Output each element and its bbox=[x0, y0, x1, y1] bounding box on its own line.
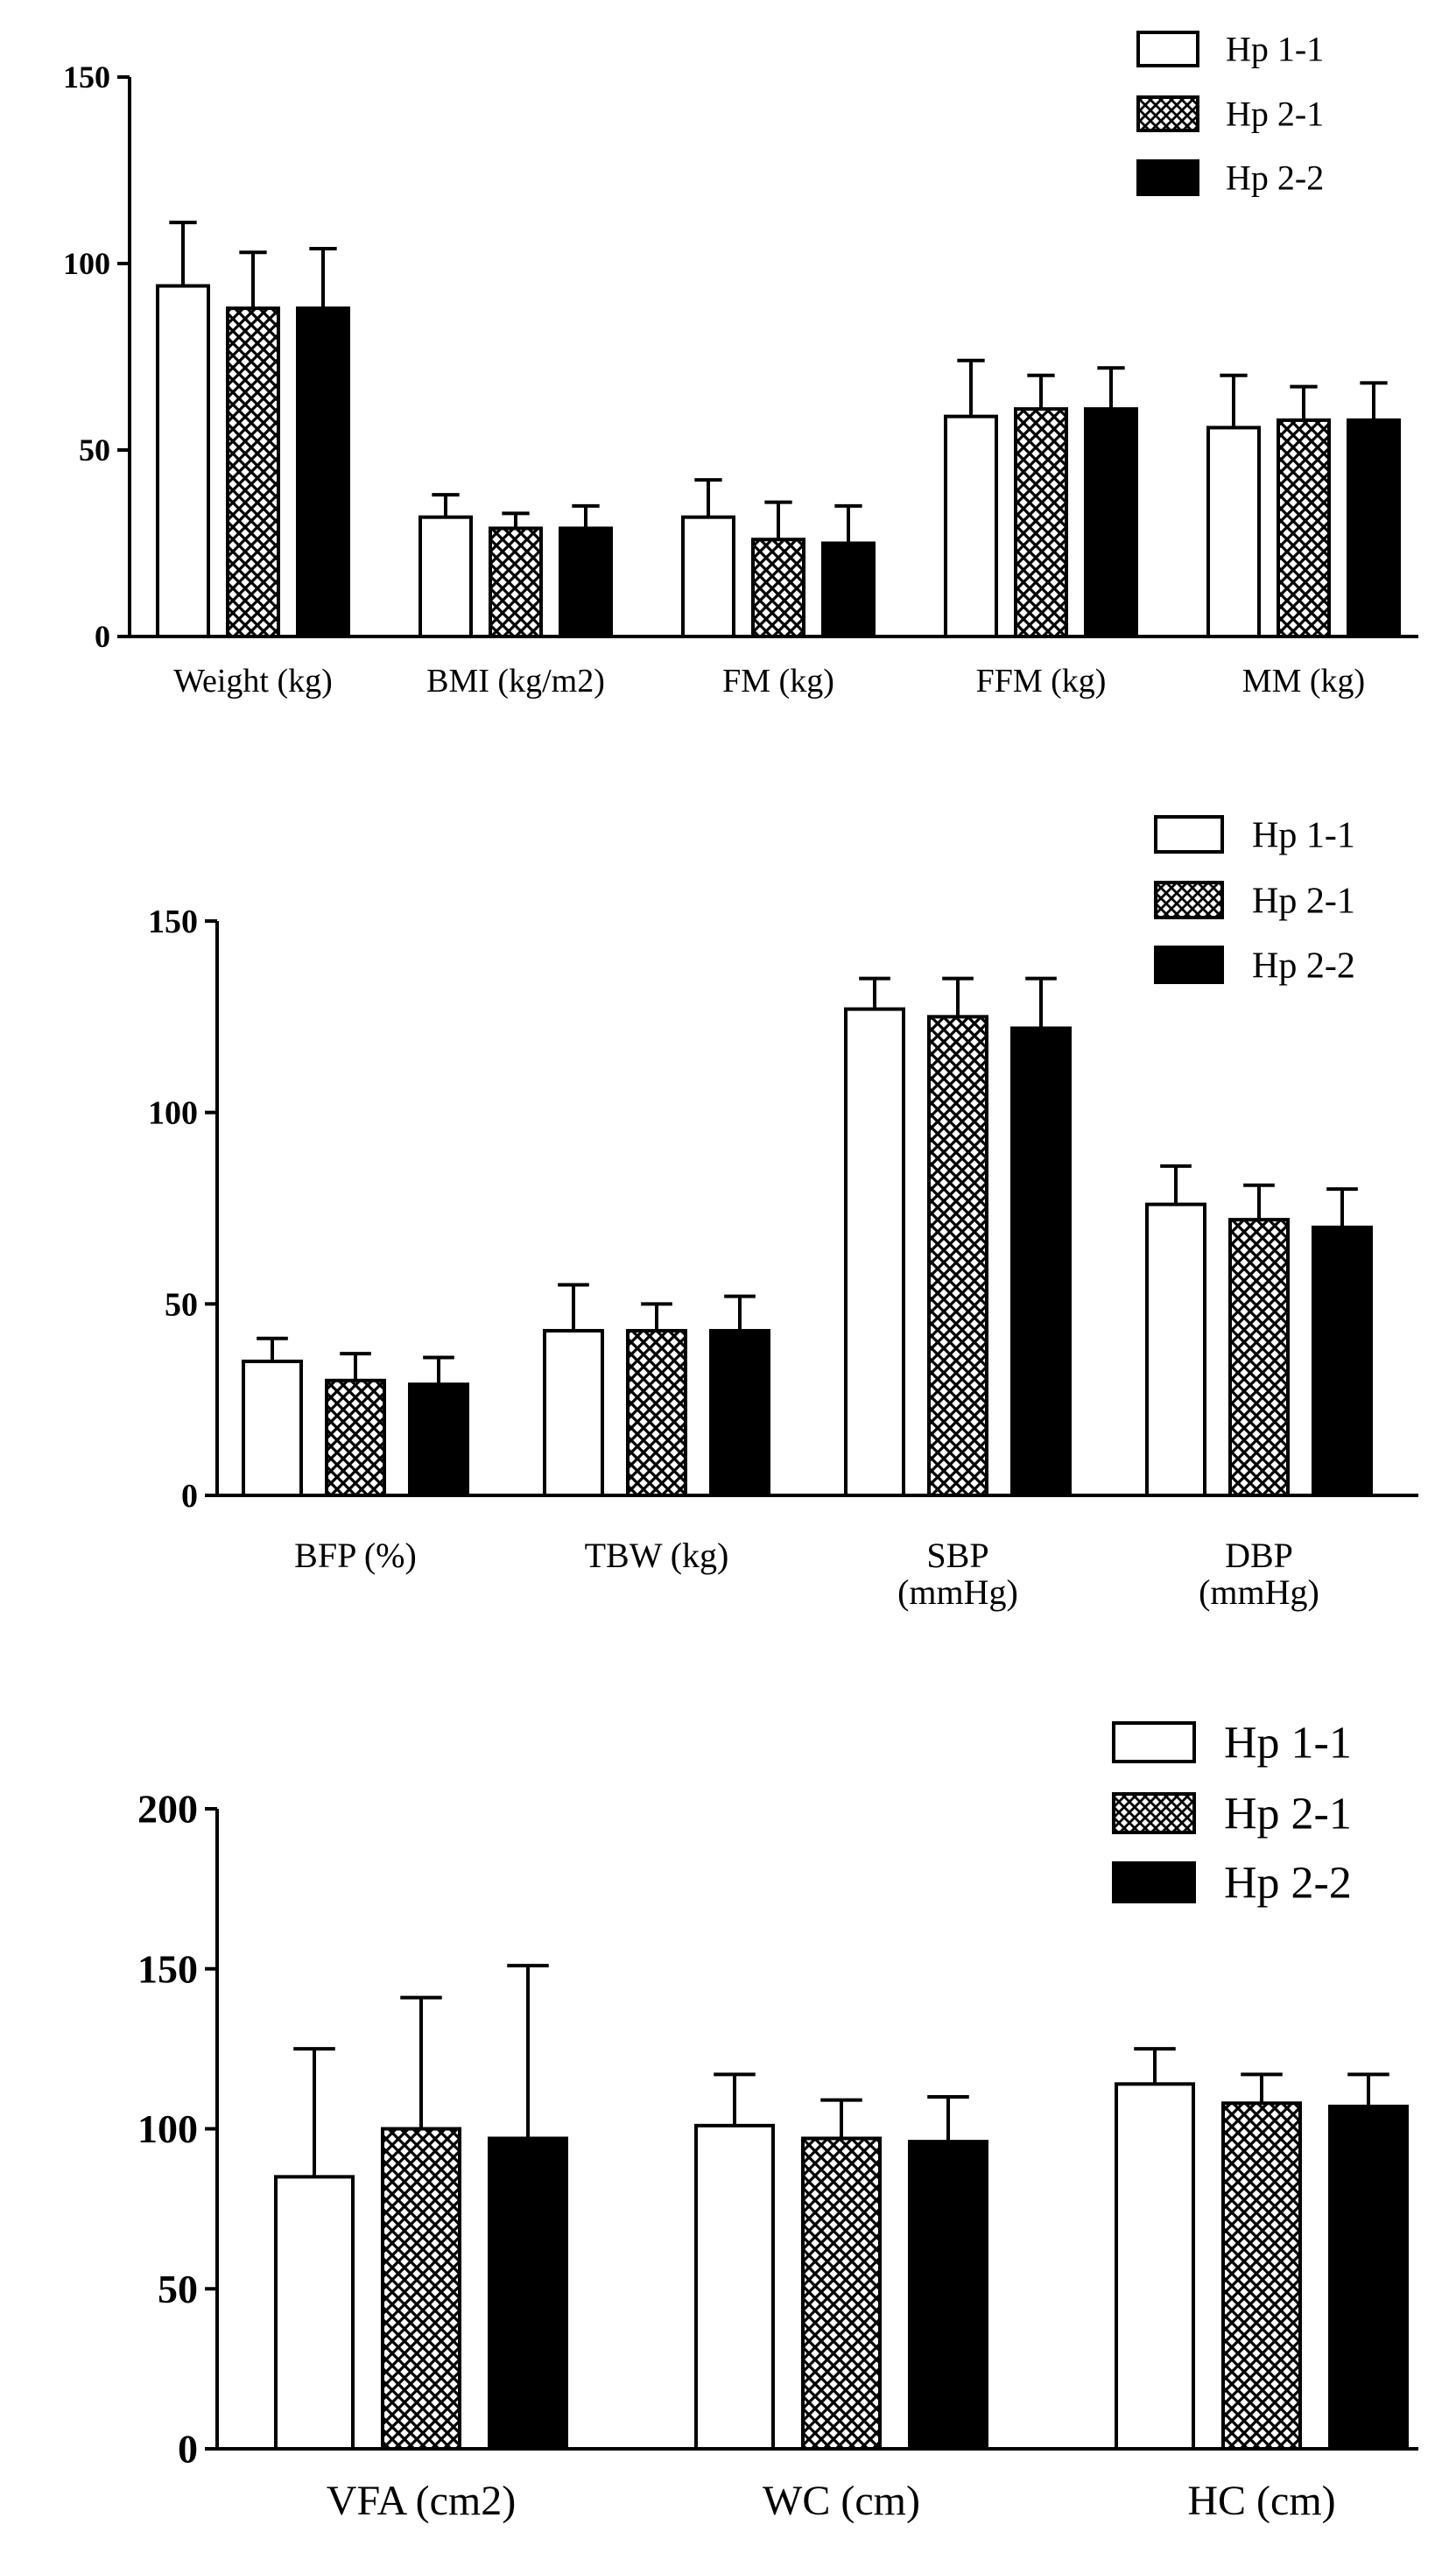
x-category-label: TBW (kg) bbox=[585, 1536, 729, 1575]
y-tick-label: 50 bbox=[165, 1286, 198, 1323]
chart-panel-1: 0 50 100 150 Weight (kg) BMI (kg/m2) FM (kg) FF… bbox=[63, 30, 1418, 700]
x-category-label: FFM (kg) bbox=[976, 663, 1107, 700]
bar-crosshatch bbox=[325, 1378, 386, 1498]
legend-label: Hp 1-1 bbox=[1226, 30, 1324, 69]
x-category-label: HC (cm) bbox=[1187, 2478, 1335, 2524]
x-category-label: VFA (cm2) bbox=[327, 2478, 516, 2524]
bar-open bbox=[419, 515, 473, 638]
legend-label: Hp 2-2 bbox=[1224, 1859, 1352, 1909]
bar-open bbox=[1206, 425, 1261, 638]
x-category-label: MM (kg) bbox=[1242, 663, 1365, 700]
legend-swatch-crosshatch bbox=[1112, 1792, 1196, 1834]
x-category-label: BMI (kg/m2) bbox=[426, 663, 605, 700]
bar-solid bbox=[908, 2140, 988, 2451]
legend-label: Hp 2-2 bbox=[1252, 946, 1355, 986]
legend-swatch-solid bbox=[1154, 946, 1224, 984]
legend: Hp 1-1 Hp 2-1 Hp 2-2 bbox=[1112, 1719, 1352, 1909]
bar-crosshatch bbox=[1221, 2101, 1302, 2451]
legend-swatch-crosshatch bbox=[1136, 95, 1199, 132]
legend-swatch-open bbox=[1136, 31, 1199, 67]
legend-swatch-open bbox=[1154, 815, 1224, 854]
y-tick-label: 100 bbox=[137, 2106, 198, 2151]
x-category-label: WC (cm) bbox=[763, 2478, 920, 2524]
bar-crosshatch bbox=[381, 2127, 461, 2451]
bar-solid bbox=[408, 1382, 469, 1498]
bar-solid bbox=[1347, 418, 1401, 639]
x-category-label: SBP bbox=[926, 1536, 988, 1575]
y-tick-label: 100 bbox=[63, 246, 110, 281]
y-tick-label: 50 bbox=[158, 2267, 198, 2311]
bar-open bbox=[944, 414, 998, 638]
bar-open bbox=[694, 2123, 775, 2451]
legend-label: Hp 2-1 bbox=[1224, 1790, 1352, 1839]
y-tick-label: 0 bbox=[181, 1478, 198, 1515]
legend-swatch-solid bbox=[1112, 1861, 1196, 1903]
y-tick-label: 0 bbox=[95, 619, 110, 654]
legend-label: Hp 2-2 bbox=[1226, 158, 1324, 198]
bar-crosshatch bbox=[626, 1328, 687, 1497]
legend: Hp 1-1 Hp 2-1 Hp 2-2 bbox=[1154, 815, 1355, 986]
bar-solid bbox=[559, 526, 613, 639]
bar-open bbox=[274, 2175, 355, 2451]
bar-solid bbox=[821, 541, 876, 638]
bar-crosshatch bbox=[927, 1015, 988, 1498]
y-tick-label: 150 bbox=[63, 60, 110, 95]
x-category-label: FM (kg) bbox=[722, 663, 834, 700]
bar-open bbox=[1145, 1202, 1206, 1498]
legend-label: Hp 1-1 bbox=[1252, 815, 1355, 855]
x-category-label: (mmHg) bbox=[897, 1572, 1018, 1612]
x-category-label: Weight (kg) bbox=[173, 663, 333, 700]
y-tick-label: 0 bbox=[178, 2427, 198, 2472]
bar-open bbox=[681, 515, 735, 638]
y-tick-label: 200 bbox=[137, 1787, 198, 1832]
bar-crosshatch bbox=[1277, 418, 1331, 639]
bar-solid bbox=[1010, 1026, 1072, 1498]
bar-solid bbox=[1084, 407, 1138, 638]
legend-swatch-solid bbox=[1136, 159, 1199, 196]
bar-solid bbox=[1312, 1225, 1373, 1498]
bar-crosshatch bbox=[226, 306, 280, 638]
legend: Hp 1-1 Hp 2-1 Hp 2-2 bbox=[1136, 30, 1324, 198]
chart-panel-3: 0 50 100 150 200 VFA (cm2) WC (cm) HC (cm) Hp 1-… bbox=[137, 1719, 1418, 2524]
legend-swatch-crosshatch bbox=[1154, 881, 1224, 919]
x-category-label: BFP (%) bbox=[294, 1536, 417, 1575]
bar-open bbox=[156, 284, 210, 638]
bar-open bbox=[1115, 2082, 1195, 2451]
bar-crosshatch bbox=[801, 2136, 882, 2451]
bar-open bbox=[242, 1359, 303, 1498]
bar-open bbox=[543, 1328, 604, 1497]
bar-crosshatch bbox=[751, 538, 805, 638]
bar-crosshatch bbox=[489, 526, 543, 639]
legend-label: Hp 2-1 bbox=[1252, 881, 1355, 921]
bar-open bbox=[844, 1007, 905, 1497]
bar-crosshatch bbox=[1014, 407, 1068, 638]
bar-solid bbox=[488, 2136, 568, 2451]
legend-swatch-open bbox=[1112, 1721, 1196, 1763]
bar-solid bbox=[1328, 2104, 1409, 2451]
legend-label: Hp 2-1 bbox=[1226, 95, 1324, 134]
y-tick-label: 50 bbox=[79, 433, 110, 468]
legend-label: Hp 1-1 bbox=[1224, 1719, 1352, 1769]
x-category-label: (mmHg) bbox=[1199, 1572, 1319, 1612]
bar-solid bbox=[296, 306, 350, 638]
y-tick-label: 150 bbox=[137, 1946, 198, 1991]
y-tick-label: 100 bbox=[148, 1095, 198, 1132]
y-tick-label: 150 bbox=[148, 904, 198, 940]
x-category-label: DBP bbox=[1225, 1536, 1293, 1575]
bar-solid bbox=[709, 1328, 770, 1497]
bar-crosshatch bbox=[1228, 1218, 1290, 1497]
